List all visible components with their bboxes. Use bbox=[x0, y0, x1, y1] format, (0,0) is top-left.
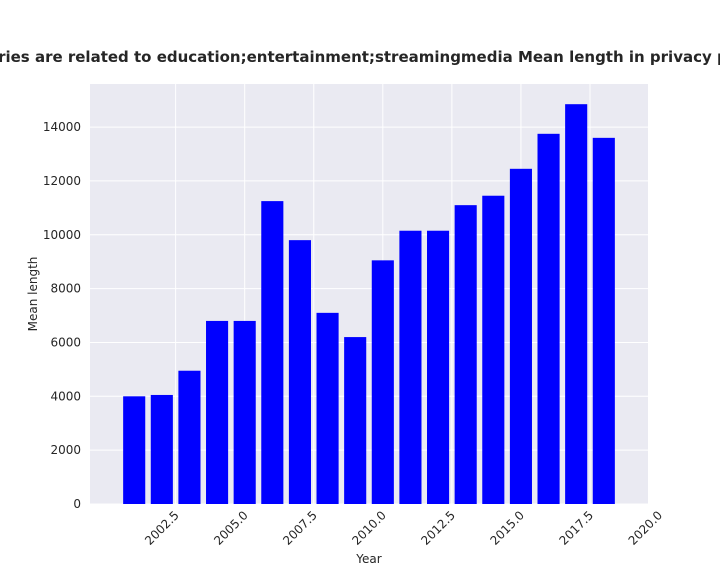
bar bbox=[206, 320, 229, 504]
y-tick-label: 10000 bbox=[43, 228, 81, 242]
bar bbox=[565, 104, 588, 504]
chart-title: Categories are related to education;ente… bbox=[0, 48, 720, 66]
x-tick-label: 2017.5 bbox=[557, 508, 597, 548]
bar bbox=[427, 230, 450, 504]
y-axis-label: Mean length bbox=[26, 257, 40, 332]
bar bbox=[233, 320, 256, 504]
y-tick-label: 0 bbox=[73, 497, 81, 511]
x-tick-label: 2007.5 bbox=[280, 508, 320, 548]
bar bbox=[123, 396, 146, 504]
y-tick-label: 8000 bbox=[50, 282, 81, 296]
y-axis-ticks: 0 2000 4000 6000 8000 10000 12000 14000 bbox=[43, 120, 81, 511]
bar bbox=[344, 337, 367, 504]
bar bbox=[178, 370, 201, 504]
y-tick-label: 4000 bbox=[50, 389, 81, 403]
y-tick-label: 2000 bbox=[50, 443, 81, 457]
bar bbox=[454, 205, 477, 504]
bar bbox=[399, 230, 422, 504]
plot-area bbox=[90, 84, 648, 504]
bar bbox=[150, 394, 173, 504]
x-axis-ticks: 2002.5 2005.0 2007.5 2010.0 2012.5 2015.0 2017… bbox=[142, 508, 665, 548]
x-tick-label: 2020.0 bbox=[626, 508, 666, 548]
bar bbox=[371, 260, 394, 504]
x-tick-label: 2002.5 bbox=[142, 508, 182, 548]
bar bbox=[288, 240, 311, 504]
bars bbox=[123, 104, 615, 505]
bar bbox=[509, 168, 532, 505]
x-axis-label: Year bbox=[355, 552, 381, 566]
x-tick-label: 2010.0 bbox=[349, 508, 389, 548]
bar bbox=[316, 312, 339, 504]
bar bbox=[537, 133, 560, 505]
bar bbox=[261, 201, 284, 504]
x-tick-label: 2012.5 bbox=[418, 508, 458, 548]
bar bbox=[592, 137, 615, 504]
y-tick-label: 14000 bbox=[43, 120, 81, 134]
bar bbox=[482, 195, 505, 504]
x-tick-label: 2015.0 bbox=[487, 508, 527, 548]
y-tick-label: 12000 bbox=[43, 174, 81, 188]
y-tick-label: 6000 bbox=[50, 335, 81, 349]
x-tick-label: 2005.0 bbox=[211, 508, 251, 548]
